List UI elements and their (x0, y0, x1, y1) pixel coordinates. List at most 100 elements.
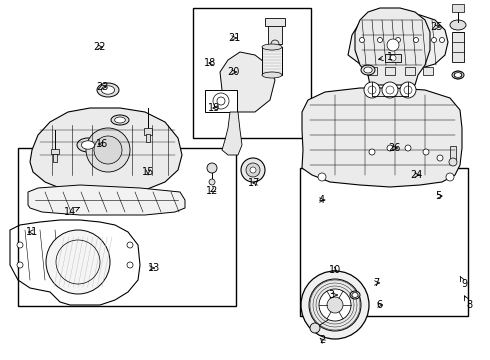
Circle shape (17, 262, 23, 268)
Ellipse shape (350, 291, 360, 299)
Bar (193, 8, 311, 138)
Text: 6: 6 (376, 300, 382, 310)
Text: 22: 22 (93, 42, 105, 52)
Bar (450, 146, 456, 162)
Circle shape (209, 179, 215, 185)
Ellipse shape (352, 293, 358, 297)
Circle shape (301, 271, 369, 339)
Text: 19: 19 (208, 103, 220, 113)
Text: 13: 13 (148, 263, 160, 273)
Text: 18: 18 (204, 58, 216, 68)
Text: 16: 16 (96, 139, 108, 149)
Bar (205, 90, 237, 112)
Text: 11: 11 (26, 227, 38, 237)
Circle shape (250, 167, 256, 173)
Polygon shape (355, 8, 430, 85)
Text: 3: 3 (328, 290, 337, 300)
Ellipse shape (115, 117, 125, 123)
Ellipse shape (454, 73, 462, 77)
Ellipse shape (77, 138, 99, 152)
Circle shape (414, 37, 418, 42)
Ellipse shape (364, 67, 372, 73)
Bar (300, 168, 468, 316)
Bar (385, 54, 401, 62)
Polygon shape (348, 12, 448, 72)
Text: 2: 2 (319, 335, 325, 345)
Circle shape (432, 37, 437, 42)
Text: 23: 23 (96, 82, 108, 92)
Circle shape (360, 37, 365, 42)
Text: 5: 5 (435, 191, 442, 201)
Circle shape (17, 242, 23, 248)
Text: 21: 21 (228, 33, 240, 43)
Circle shape (395, 37, 400, 42)
Text: 9: 9 (460, 276, 467, 289)
Circle shape (241, 158, 265, 182)
Circle shape (437, 155, 443, 161)
Text: 8: 8 (465, 296, 472, 310)
Bar (423, 67, 433, 75)
Circle shape (390, 55, 396, 61)
Ellipse shape (101, 86, 115, 94)
Ellipse shape (97, 83, 119, 97)
Circle shape (449, 158, 457, 166)
Circle shape (369, 149, 375, 155)
Circle shape (271, 40, 279, 48)
Bar (53, 154, 57, 162)
Circle shape (382, 82, 398, 98)
Circle shape (94, 136, 122, 164)
Circle shape (327, 297, 343, 313)
Polygon shape (302, 88, 462, 187)
Bar (385, 67, 395, 75)
Ellipse shape (81, 141, 95, 149)
Bar (144, 128, 152, 135)
Text: 15: 15 (142, 167, 154, 177)
Circle shape (46, 230, 110, 294)
Bar (405, 67, 415, 75)
Circle shape (440, 37, 444, 42)
Ellipse shape (111, 115, 129, 125)
Ellipse shape (262, 72, 282, 78)
Circle shape (400, 82, 416, 98)
Circle shape (364, 82, 380, 98)
Text: 7: 7 (373, 278, 379, 288)
Circle shape (446, 173, 454, 181)
Circle shape (423, 149, 429, 155)
Text: 24: 24 (410, 170, 422, 180)
Bar (268, 22, 282, 44)
Circle shape (387, 39, 399, 51)
Text: 26: 26 (388, 143, 400, 153)
Circle shape (387, 145, 393, 151)
Text: 14: 14 (64, 207, 79, 217)
Circle shape (127, 262, 133, 268)
Polygon shape (28, 185, 185, 215)
Bar (262, 47, 282, 75)
Ellipse shape (262, 44, 282, 50)
Circle shape (246, 163, 260, 177)
Circle shape (405, 145, 411, 151)
Text: 10: 10 (329, 265, 341, 275)
Circle shape (86, 128, 130, 172)
Polygon shape (30, 108, 182, 192)
Ellipse shape (452, 71, 464, 79)
Text: 17: 17 (248, 178, 260, 188)
Bar (452, 32, 464, 62)
Bar (367, 67, 377, 75)
Bar (18, 148, 236, 306)
Polygon shape (358, 135, 450, 175)
Ellipse shape (450, 20, 466, 30)
Bar (146, 134, 150, 142)
Text: 4: 4 (319, 195, 325, 205)
Text: 1: 1 (379, 52, 393, 62)
Circle shape (319, 289, 351, 321)
Circle shape (377, 37, 383, 42)
Text: 12: 12 (206, 186, 218, 196)
Bar (265, 18, 285, 26)
Ellipse shape (361, 65, 375, 75)
Circle shape (318, 173, 326, 181)
Polygon shape (222, 112, 242, 155)
Circle shape (207, 163, 217, 173)
Text: 25: 25 (430, 22, 442, 32)
Bar (51, 149, 59, 154)
Polygon shape (220, 52, 275, 112)
